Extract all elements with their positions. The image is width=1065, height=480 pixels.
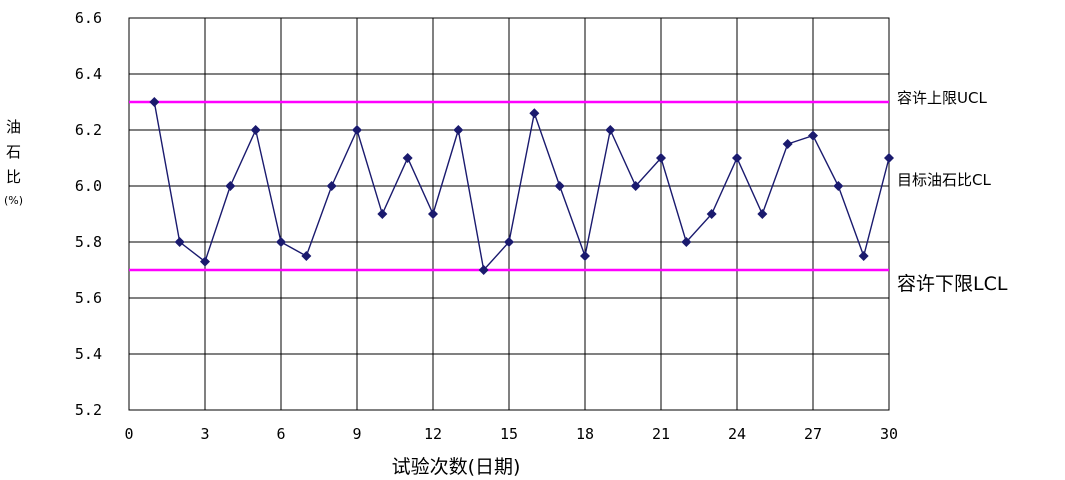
data-point xyxy=(225,181,236,191)
data-point xyxy=(504,237,514,247)
reference-line-label-2: 容许下限LCL xyxy=(897,273,1008,295)
data-point xyxy=(149,97,160,107)
y-axis-label-char-3: 比 xyxy=(6,168,22,186)
data-point xyxy=(833,181,844,191)
x-tick-label: 0 xyxy=(124,425,133,443)
data-point xyxy=(250,125,261,135)
y-tick-label: 6.4 xyxy=(75,65,102,83)
data-point xyxy=(706,209,717,219)
y-tick-label: 6.6 xyxy=(75,9,102,27)
data-point xyxy=(478,265,489,275)
data-point xyxy=(808,130,818,141)
x-axis-title: 试验次数(日期) xyxy=(392,456,521,478)
x-tick-label: 12 xyxy=(424,425,442,443)
y-axis-label-unit: (%) xyxy=(4,194,24,207)
data-point xyxy=(174,237,185,247)
y-tick-label: 5.8 xyxy=(75,233,102,251)
y-tick-label: 6.0 xyxy=(75,177,102,195)
x-tick-label: 30 xyxy=(880,425,898,443)
data-point xyxy=(402,153,413,163)
reference-line-label-0: 容许上限UCL xyxy=(897,89,987,107)
data-point xyxy=(732,153,742,163)
y-tick-label: 5.2 xyxy=(75,401,102,419)
data-point xyxy=(428,209,438,219)
data-point xyxy=(352,125,362,135)
y-tick-label: 5.6 xyxy=(75,289,102,307)
data-point xyxy=(529,108,540,119)
series-line xyxy=(153,101,890,272)
x-tick-label: 3 xyxy=(200,425,209,443)
y-tick-label: 6.2 xyxy=(75,121,102,139)
data-point xyxy=(884,153,894,163)
reference-line-label-1: 目标油石比CL xyxy=(897,171,991,189)
data-point xyxy=(757,209,768,219)
data-point xyxy=(301,251,312,261)
x-tick-label: 9 xyxy=(352,425,361,443)
x-tick-label: 18 xyxy=(576,425,594,443)
data-point xyxy=(858,251,869,261)
data-point xyxy=(326,181,337,191)
data-point xyxy=(580,251,590,261)
x-tick-label: 21 xyxy=(652,425,670,443)
x-tick-label: 27 xyxy=(804,425,822,443)
data-point xyxy=(453,125,464,135)
y-axis-label-char-2: 石 xyxy=(6,143,22,161)
data-point xyxy=(681,237,692,247)
data-point xyxy=(656,153,666,163)
data-point xyxy=(554,181,565,191)
x-tick-label: 6 xyxy=(276,425,285,443)
x-tick-label: 24 xyxy=(728,425,746,443)
data-point xyxy=(377,209,388,219)
data-point xyxy=(782,139,793,149)
x-tick-label: 15 xyxy=(500,425,518,443)
data-point xyxy=(630,181,641,191)
y-axis-label-char-1: 油 xyxy=(6,118,22,136)
data-point xyxy=(276,237,286,247)
y-tick-label: 5.4 xyxy=(75,345,102,363)
data-point xyxy=(200,256,210,267)
data-point xyxy=(605,125,616,135)
